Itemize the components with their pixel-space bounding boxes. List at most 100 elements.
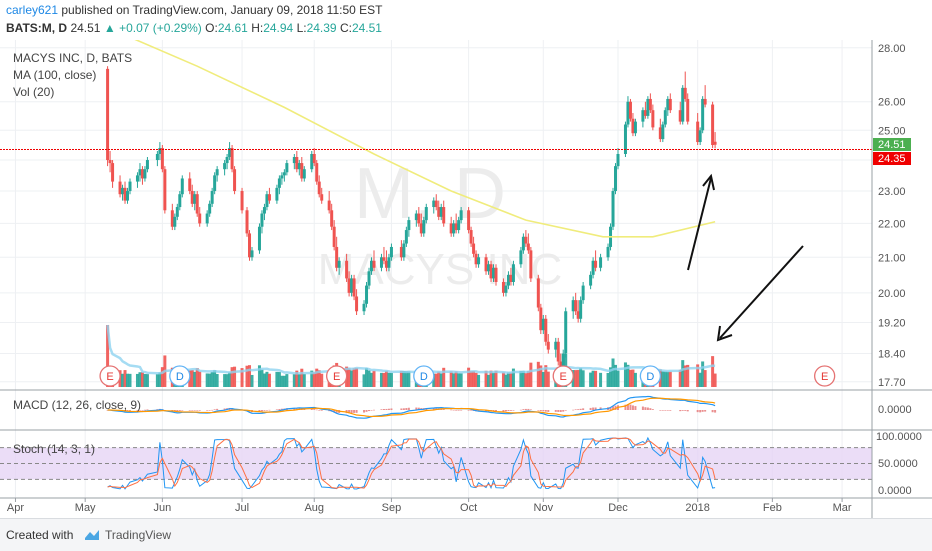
volume-bar — [310, 370, 314, 387]
tradingview-logo[interactable]: TradingView — [82, 527, 171, 542]
volume-bar — [467, 367, 471, 387]
volume-bar — [681, 360, 685, 387]
candle-body — [365, 285, 369, 304]
volume-bar — [295, 370, 299, 387]
candle-body — [402, 243, 406, 258]
candle-body — [126, 191, 130, 201]
arrow-down[interactable] — [719, 245, 804, 339]
macd-histogram-bar — [293, 408, 296, 410]
volume-ma — [106, 324, 716, 375]
annotation-arrows[interactable] — [687, 173, 804, 342]
candle-body — [599, 257, 603, 268]
macd-histogram-bar — [176, 410, 179, 412]
macd-histogram-bar — [178, 410, 181, 411]
volume-bar — [407, 371, 411, 387]
volume-bar — [297, 374, 301, 387]
volume-bar — [606, 372, 610, 387]
volume-bar — [469, 371, 473, 387]
volume-bar — [262, 373, 266, 387]
earnings-marker[interactable] — [552, 365, 574, 387]
macd-histogram-bar — [507, 410, 510, 412]
macd-histogram-bar — [350, 410, 353, 413]
macd-histogram-bar — [405, 408, 408, 410]
arrow-up-head — [702, 173, 715, 191]
macd-histogram-bar — [579, 408, 582, 410]
volume-bar — [678, 369, 682, 387]
volume-bar — [713, 373, 717, 387]
volume-bar — [432, 373, 436, 387]
macd-histogram-bar — [544, 410, 547, 412]
candle-body — [696, 121, 700, 143]
macd-histogram-bar — [659, 410, 662, 411]
arrow-up[interactable] — [687, 177, 712, 271]
event-marker-label: D — [420, 371, 428, 383]
macd-histogram-bar — [644, 407, 647, 410]
macd-histogram-bar — [699, 410, 702, 413]
candle-body — [282, 172, 286, 176]
volume-bar — [399, 371, 403, 387]
volume-bar — [292, 374, 296, 387]
dividend-marker[interactable] — [639, 365, 662, 387]
time-tick-label: Dec — [608, 502, 628, 514]
dividend-marker[interactable] — [169, 365, 191, 387]
volume-bar — [711, 356, 715, 387]
volume-bar — [347, 368, 351, 387]
earnings-marker[interactable] — [99, 365, 121, 387]
macd-histogram-bar — [460, 409, 463, 411]
candle-body — [626, 101, 630, 125]
candle-body — [188, 178, 192, 192]
volume-bar — [504, 374, 508, 387]
price-tick-label: 25.00 — [878, 125, 906, 137]
candle-body — [506, 274, 510, 286]
candle-body — [509, 274, 513, 282]
macd-histogram-bar — [265, 410, 268, 411]
earnings-marker[interactable] — [326, 365, 348, 387]
up-triangle-icon: ▲ — [103, 21, 116, 35]
candle-body — [698, 130, 702, 143]
candle-body — [135, 175, 139, 182]
macd-histogram-bar — [599, 407, 602, 410]
macd-histogram-bar — [646, 407, 649, 410]
volume-bar — [155, 374, 159, 387]
volume-bar — [126, 373, 130, 387]
candle-body — [118, 181, 122, 195]
volume-bar — [574, 370, 578, 387]
volume-bar — [248, 365, 252, 387]
macd-histogram-bar — [557, 410, 560, 412]
macd-histogram-bar — [609, 406, 612, 410]
volume-bar — [544, 365, 548, 387]
signal-line — [107, 397, 716, 418]
macd-histogram-bar — [509, 410, 512, 411]
candle-body — [382, 257, 386, 261]
candle-body — [155, 153, 159, 161]
volume-bar — [240, 368, 244, 387]
candle-body — [140, 169, 144, 179]
time-axis[interactable]: Apr May Jun Jul Aug Sep Oct Nov Dec 2018 Feb Mar — [7, 498, 852, 514]
macd-histogram-bar — [467, 410, 470, 411]
volume-bar — [501, 372, 505, 387]
candle-body — [180, 178, 184, 195]
volume-bar — [546, 371, 550, 387]
volume-bar — [519, 370, 523, 387]
volume-bar — [208, 373, 212, 387]
candle-body — [422, 220, 426, 234]
author-name[interactable]: carley621 — [6, 3, 59, 17]
candle-body — [280, 175, 284, 179]
candle-body — [315, 163, 319, 182]
volume-bar — [701, 361, 705, 387]
macd-histogram-bar — [370, 410, 373, 411]
macd-histogram-bar — [669, 410, 672, 411]
macd-histogram-bar — [651, 409, 654, 410]
candle-body — [228, 147, 232, 158]
macd-histogram-bar — [335, 410, 338, 413]
macd-histogram-bar — [661, 410, 664, 411]
earnings-marker[interactable] — [814, 365, 836, 387]
legend-title: MACYS INC, D, BATS — [13, 51, 132, 65]
candle-body — [225, 157, 229, 164]
dividend-marker[interactable] — [413, 365, 435, 387]
macd-histogram-bar — [390, 408, 393, 410]
volume-bar — [494, 370, 498, 387]
